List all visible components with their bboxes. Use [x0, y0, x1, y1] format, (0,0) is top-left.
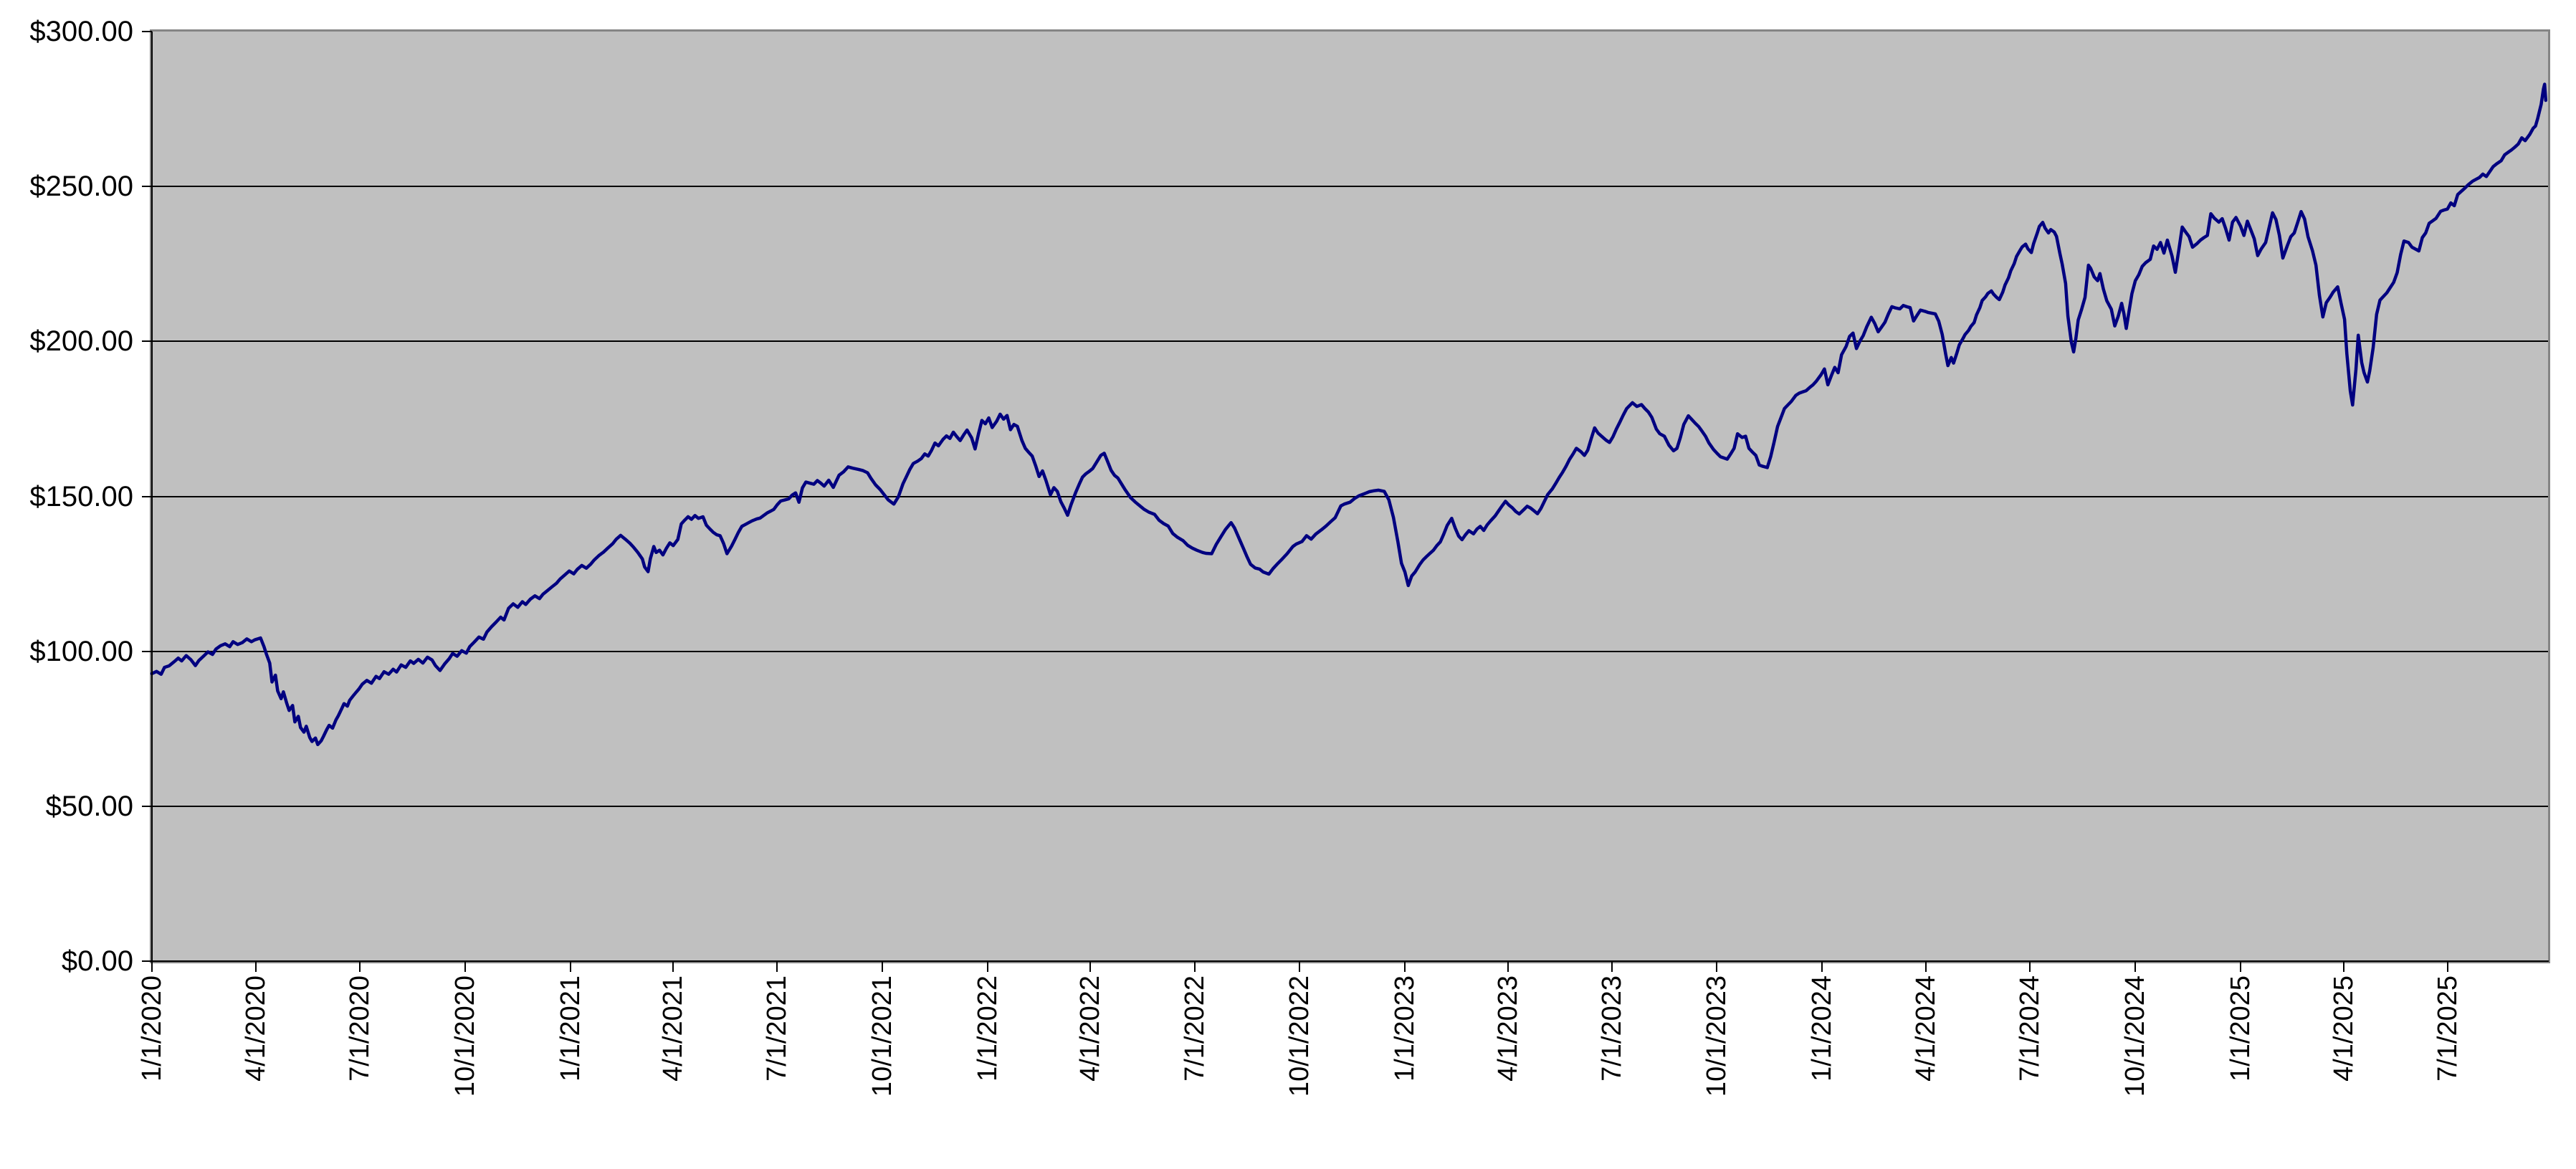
x-tick-4/1/2025	[2342, 962, 2344, 972]
x-axis-label-7/1/2024: 7/1/2024	[2015, 975, 2046, 1082]
x-axis-label-10/1/2021: 10/1/2021	[867, 975, 898, 1097]
x-tick-10/1/2020	[464, 962, 466, 972]
h-gridline-50	[152, 805, 2548, 807]
y-axis-line	[151, 32, 153, 963]
x-tick-7/1/2025	[2446, 962, 2448, 972]
y-tick-50	[142, 805, 152, 807]
y-axis-label-0: $0.00	[61, 945, 133, 977]
y-tick-100	[142, 650, 152, 652]
x-axis-label-1/1/2024: 1/1/2024	[1807, 975, 1838, 1082]
x-axis-label-7/1/2023: 7/1/2023	[1596, 975, 1627, 1082]
plot-area	[150, 32, 2548, 961]
h-gridline-100	[152, 650, 2548, 652]
x-axis-label-4/1/2025: 4/1/2025	[2328, 975, 2359, 1082]
x-tick-7/1/2023	[1611, 962, 1613, 972]
y-tick-250	[142, 186, 152, 188]
x-tick-4/1/2024	[1925, 962, 1927, 972]
x-tick-1/1/2024	[1821, 962, 1823, 972]
h-gridline-250	[152, 186, 2548, 188]
x-tick-10/1/2021	[882, 962, 884, 972]
x-axis-label-7/1/2025: 7/1/2025	[2432, 975, 2463, 1082]
x-tick-4/1/2021	[672, 962, 674, 972]
x-tick-10/1/2022	[1299, 962, 1301, 972]
x-axis-label-4/1/2021: 4/1/2021	[658, 975, 689, 1082]
y-axis-label-300: $300.00	[29, 16, 133, 47]
y-tick-150	[142, 495, 152, 497]
y-axis-label-150: $150.00	[29, 480, 133, 512]
y-axis-label-250: $250.00	[29, 171, 133, 203]
x-tick-1/1/2023	[1404, 962, 1406, 972]
x-tick-4/1/2020	[255, 962, 257, 972]
h-gridline-150	[152, 495, 2548, 497]
x-tick-7/1/2022	[1193, 962, 1196, 972]
x-axis-label-7/1/2020: 7/1/2020	[345, 975, 376, 1082]
y-tick-0	[142, 960, 152, 962]
y-axis-label-200: $200.00	[29, 325, 133, 358]
series-line-svg	[150, 82, 2548, 747]
y-tick-300	[142, 31, 152, 32]
x-axis-label-10/1/2022: 10/1/2022	[1284, 975, 1315, 1097]
x-axis-label-10/1/2024: 10/1/2024	[2120, 975, 2151, 1097]
x-tick-7/1/2024	[2029, 962, 2031, 972]
x-axis-label-1/1/2020: 1/1/2020	[137, 975, 167, 1082]
x-axis-label-10/1/2020: 10/1/2020	[450, 975, 480, 1097]
y-axis-label-100: $100.00	[29, 635, 133, 667]
x-axis-label-4/1/2022: 4/1/2022	[1075, 975, 1106, 1082]
x-axis-label-10/1/2023: 10/1/2023	[1702, 975, 1732, 1097]
price-data-line	[150, 82, 2548, 747]
h-gridline-200	[152, 340, 2548, 343]
x-tick-1/1/2020	[151, 962, 153, 972]
x-axis-label-4/1/2024: 4/1/2024	[1911, 975, 1942, 1082]
x-tick-7/1/2020	[359, 962, 361, 972]
x-axis-label-7/1/2021: 7/1/2021	[762, 975, 793, 1082]
x-tick-1/1/2025	[2239, 962, 2241, 972]
x-tick-4/1/2022	[1089, 962, 1092, 972]
y-tick-200	[142, 340, 152, 343]
x-axis-label-1/1/2022: 1/1/2022	[972, 975, 1003, 1082]
x-axis-label-1/1/2025: 1/1/2025	[2225, 975, 2256, 1082]
x-axis-label-1/1/2021: 1/1/2021	[555, 975, 586, 1082]
x-tick-7/1/2021	[776, 962, 778, 972]
x-tick-1/1/2021	[569, 962, 571, 972]
x-tick-4/1/2023	[1507, 962, 1509, 972]
x-tick-1/1/2022	[986, 962, 988, 972]
x-axis-label-4/1/2023: 4/1/2023	[1492, 975, 1523, 1082]
y-axis-label-50: $50.00	[45, 790, 133, 822]
x-axis-label-4/1/2020: 4/1/2020	[241, 975, 272, 1082]
x-axis-label-7/1/2022: 7/1/2022	[1179, 975, 1210, 1082]
x-tick-10/1/2023	[1716, 962, 1718, 972]
x-tick-10/1/2024	[2134, 962, 2137, 972]
x-axis-label-1/1/2023: 1/1/2023	[1390, 975, 1421, 1082]
x-axis-line	[152, 960, 2549, 962]
